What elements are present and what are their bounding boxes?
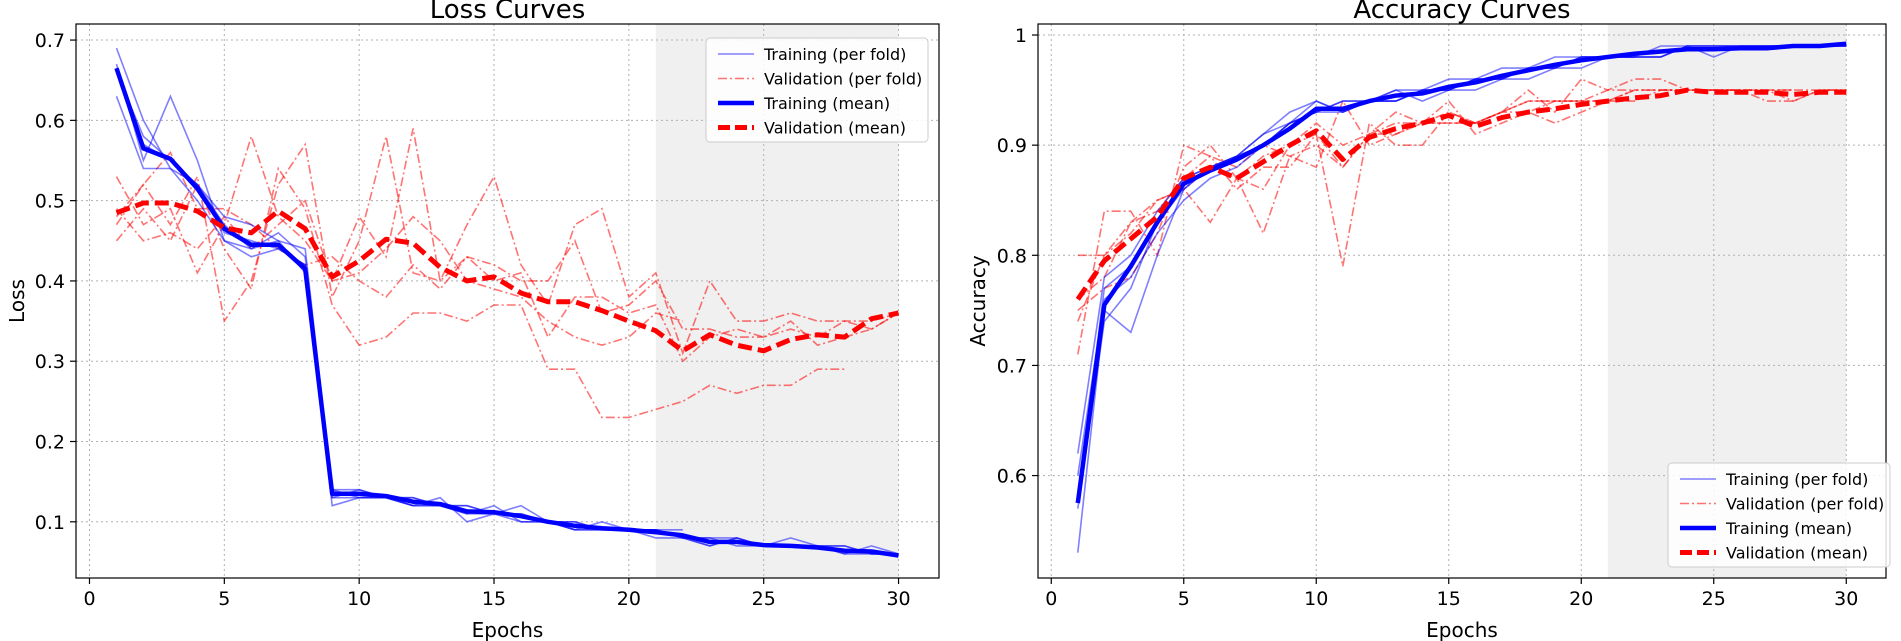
series-lines: [1075, 41, 1847, 553]
legend-entry: Training (per fold): [1725, 470, 1868, 489]
validation-fold-line-2: [1077, 89, 1847, 257]
chart-panel-accuracy: 0 5 10 15 20 25 30 0.6 0.7 0.8 0.9 1 Epochs Accuracy A…: [966, 0, 1891, 641]
legend-entry: Validation (per fold): [764, 70, 922, 89]
y-tick-label: 0.7: [997, 355, 1027, 377]
validation-fold-line-5: [115, 151, 899, 347]
chart-title: Loss Curves: [430, 0, 586, 25]
validation-fold-line-3: [115, 166, 845, 419]
x-axis-label: Epochs: [1426, 618, 1498, 641]
legend-entry: Training (mean): [763, 94, 890, 113]
y-tick-label: 0.8: [997, 245, 1027, 267]
legend-box: [1667, 462, 1891, 568]
x-tick-label: 30: [886, 588, 910, 610]
legend-entry: Validation (mean): [1726, 544, 1868, 563]
series-lines: [114, 47, 900, 558]
x-tick-label: 10: [347, 588, 371, 610]
training-mean-line: [114, 67, 899, 558]
validation-mean-line: [115, 200, 900, 354]
y-axis-label: Loss: [5, 279, 29, 323]
y-tick-label: 1: [1015, 25, 1027, 47]
y-axis-label: Accuracy: [966, 255, 990, 346]
legend-entry: Training (per fold): [763, 45, 906, 64]
x-tick-label: 15: [1437, 588, 1461, 610]
grid: [76, 24, 939, 578]
x-tick-label: 25: [752, 588, 776, 610]
axes-frame: [75, 23, 940, 579]
validation-fold-line-1: [115, 136, 899, 356]
x-tick-label: 20: [1569, 588, 1593, 610]
x-tick-label: 5: [218, 588, 230, 610]
legend: Training (per fold) Validation (per fold)…: [705, 37, 929, 143]
y-tick-label: 0.1: [35, 512, 65, 534]
validation-mean-line: [1075, 87, 1847, 301]
axes-frame: [1037, 23, 1887, 579]
chart-panel-loss: 0 5 10 15 20 25 30 0.1 0.2 0.3 0.4 0.5 0.6 0.7 Epochs L…: [5, 0, 940, 641]
y-tick-label: 0.2: [35, 432, 65, 454]
x-tick-label: 10: [1304, 588, 1328, 610]
legend-entry: Validation (mean): [764, 119, 906, 138]
y-tick-label: 0.5: [35, 191, 65, 213]
y-tick-label: 0.6: [997, 466, 1027, 488]
x-axis-label: Epochs: [472, 618, 544, 641]
y-tick-label: 0.9: [997, 135, 1027, 157]
x-tick-label: 0: [1045, 588, 1057, 610]
legend: Training (per fold) Validation (per fold)…: [1667, 462, 1891, 568]
legend-entry: Validation (per fold): [1726, 495, 1884, 514]
x-tick-label: 20: [617, 588, 641, 610]
x-tick-label: 5: [1178, 588, 1190, 610]
y-tick-label: 0.3: [35, 351, 65, 373]
x-tick-label: 0: [83, 588, 95, 610]
y-tick-label: 0.7: [35, 30, 65, 52]
x-tick-label: 25: [1702, 588, 1726, 610]
y-tick-label: 0.4: [35, 271, 65, 293]
training-mean-line: [1075, 41, 1847, 504]
validation-fold-line-4: [115, 199, 684, 347]
legend-box: [705, 37, 929, 143]
x-tick-label: 15: [482, 588, 506, 610]
y-tick-label: 0.6: [35, 110, 65, 132]
legend-entry: Training (mean): [1725, 519, 1852, 538]
chart-title: Accuracy Curves: [1353, 0, 1570, 25]
x-tick-label: 30: [1834, 588, 1858, 610]
